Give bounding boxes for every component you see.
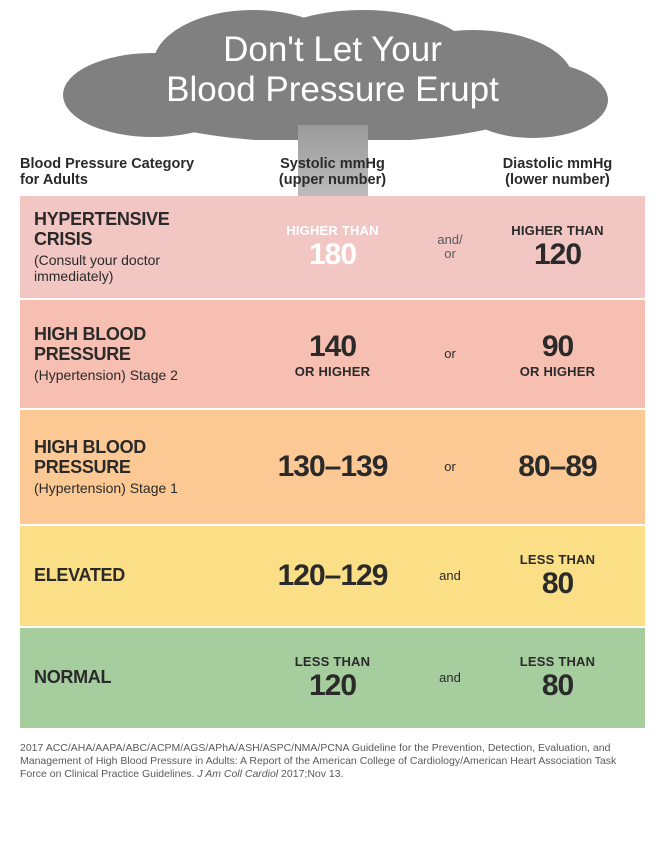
header-category: Blood Pressure Category for Adults	[20, 156, 235, 188]
header-systolic: Systolic mmHg (upper number)	[235, 156, 430, 188]
diastolic-value: 90	[474, 330, 641, 364]
connector-cell: or	[430, 460, 470, 474]
connector-cell: or	[430, 347, 470, 361]
category-subtitle: (Hypertension) Stage 1	[34, 480, 225, 496]
diastolic-value: 80	[474, 567, 641, 601]
category-title: NORMAL	[34, 668, 225, 688]
header-diastolic: Diastolic mmHg (lower number)	[470, 156, 645, 188]
table-row: HIGH BLOOD PRESSURE (Hypertension) Stage …	[20, 300, 645, 410]
main-title: Don't Let Your Blood Pressure Erupt	[0, 30, 665, 111]
systolic-value: 120–129	[239, 559, 426, 593]
footnote: 2017 ACC/AHA/AAPA/ABC/ACPM/AGS/APhA/ASH/…	[0, 730, 665, 781]
diastolic-cell: 90OR HIGHER	[470, 320, 645, 389]
systolic-cell: HIGHER THAN180	[235, 213, 430, 282]
title-line1: Don't Let Your	[223, 30, 442, 69]
systolic-value: 180	[239, 238, 426, 272]
diastolic-value: 80	[474, 669, 641, 703]
category-cell: HIGH BLOOD PRESSURE (Hypertension) Stage …	[20, 424, 235, 510]
diastolic-cell: HIGHER THAN120	[470, 213, 645, 282]
table-row: HYPERTENSIVE CRISIS(Consult your doctor …	[20, 196, 645, 300]
systolic-cell: 120–129	[235, 549, 430, 603]
table-row: NORMALLESS THAN120andLESS THAN80	[20, 628, 645, 730]
table-headers: Blood Pressure Category for Adults Systo…	[0, 148, 665, 196]
diastolic-value: 80–89	[474, 450, 641, 484]
systolic-label: HIGHER THAN	[239, 223, 426, 238]
category-title: ELEVATED	[34, 566, 225, 586]
table-row: HIGH BLOOD PRESSURE (Hypertension) Stage …	[20, 410, 645, 526]
diastolic-label: HIGHER THAN	[474, 223, 641, 238]
category-subtitle: (Hypertension) Stage 2	[34, 367, 225, 383]
systolic-label: LESS THAN	[239, 654, 426, 669]
footnote-journal: J Am Coll Cardiol	[197, 768, 278, 780]
systolic-value: 120	[239, 669, 426, 703]
diastolic-cell: LESS THAN80	[470, 644, 645, 713]
category-cell: HIGH BLOOD PRESSURE (Hypertension) Stage …	[20, 311, 235, 397]
diastolic-label-after: OR HIGHER	[474, 364, 641, 379]
connector-cell: and	[430, 569, 470, 583]
systolic-cell: LESS THAN120	[235, 644, 430, 713]
header-cloud: Don't Let Your Blood Pressure Erupt	[0, 0, 665, 148]
diastolic-label: LESS THAN	[474, 552, 641, 567]
systolic-value: 140	[239, 330, 426, 364]
systolic-cell: 130–139	[235, 440, 430, 494]
connector-cell: and/or	[430, 233, 470, 262]
systolic-label-after: OR HIGHER	[239, 364, 426, 379]
category-title: HIGH BLOOD PRESSURE	[34, 438, 225, 478]
systolic-cell: 140OR HIGHER	[235, 320, 430, 389]
category-cell: NORMAL	[20, 654, 235, 702]
diastolic-label: LESS THAN	[474, 654, 641, 669]
category-title: HIGH BLOOD PRESSURE	[34, 325, 225, 365]
footnote-text2: 2017;Nov 13.	[278, 768, 343, 780]
diastolic-cell: 80–89	[470, 440, 645, 494]
diastolic-cell: LESS THAN80	[470, 542, 645, 611]
category-title: HYPERTENSIVE CRISIS	[34, 210, 225, 250]
systolic-value: 130–139	[239, 450, 426, 484]
diastolic-value: 120	[474, 238, 641, 272]
category-subtitle: (Consult your doctor immediately)	[34, 252, 225, 284]
category-cell: ELEVATED	[20, 552, 235, 600]
connector-cell: and	[430, 671, 470, 685]
table-rows: HYPERTENSIVE CRISIS(Consult your doctor …	[20, 196, 645, 730]
bp-table: HYPERTENSIVE CRISIS(Consult your doctor …	[20, 196, 645, 730]
title-line2: Blood Pressure Erupt	[166, 70, 499, 109]
table-row: ELEVATED120–129andLESS THAN80	[20, 526, 645, 628]
category-cell: HYPERTENSIVE CRISIS(Consult your doctor …	[20, 196, 235, 298]
